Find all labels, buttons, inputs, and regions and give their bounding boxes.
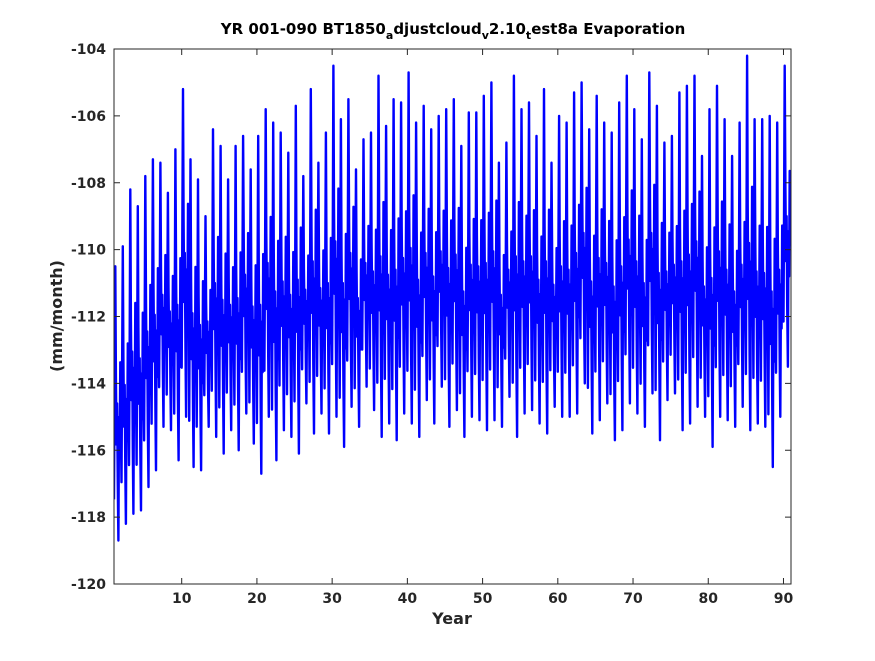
series-layer — [114, 54, 791, 542]
title-subscript: t — [526, 29, 531, 42]
x-tick-label: 30 — [322, 591, 342, 607]
title-subscript: v — [482, 29, 490, 42]
y-tick-label: -118 — [71, 510, 106, 526]
x-tick-label: 60 — [548, 591, 568, 607]
y-tick-label: -108 — [71, 176, 106, 192]
y-tick-label: -116 — [71, 443, 106, 459]
x-tick-label: 80 — [699, 591, 719, 607]
chart-title: YR 001-090 BT1850adjustcloudv2.10test8a … — [220, 20, 686, 42]
y-tick-label: -110 — [71, 243, 106, 259]
x-axis: 10 20 30 40 50 60 70 80 90 — [172, 49, 794, 607]
x-tick-label: 10 — [172, 591, 192, 607]
x-tick-label: 70 — [623, 591, 643, 607]
title-part: YR 001-090 BT1850 — [220, 20, 386, 38]
x-axis-label: Year — [431, 609, 472, 628]
x-tick-label: 40 — [398, 591, 418, 607]
x-tick-label: 50 — [473, 591, 493, 607]
title-part: 2.10 — [489, 20, 526, 38]
y-tick-label: -112 — [71, 310, 106, 326]
y-tick-label: -104 — [71, 42, 106, 58]
y-tick-label: -120 — [71, 577, 106, 593]
x-tick-label: 90 — [774, 591, 794, 607]
y-tick-label: -106 — [71, 109, 106, 125]
title-part: est8a Evaporation — [531, 20, 685, 38]
x-tick-label: 20 — [247, 591, 267, 607]
y-tick-label: -114 — [71, 376, 106, 392]
series-line — [114, 54, 791, 542]
y-axis-label: (mm/month) — [47, 260, 66, 372]
title-part: djustcloud — [393, 20, 481, 38]
title-subscript: a — [386, 29, 393, 42]
y-axis: -120 -118 -116 -114 -112 -110 -108 -106 -104 — [71, 42, 791, 593]
